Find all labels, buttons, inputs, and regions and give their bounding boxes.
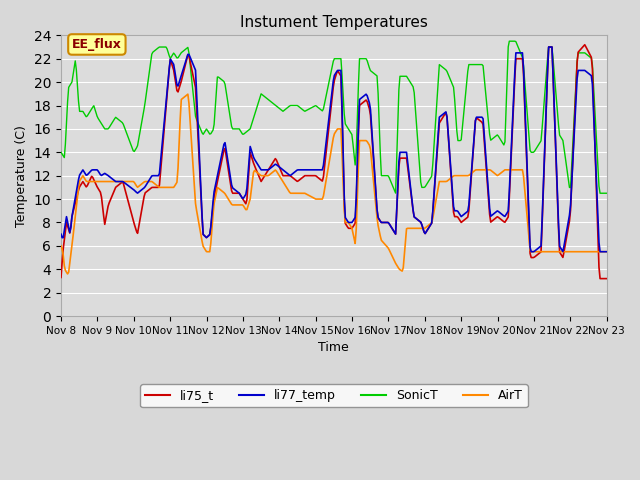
Title: Instument Temperatures: Instument Temperatures <box>240 15 428 30</box>
X-axis label: Time: Time <box>319 341 349 354</box>
Text: EE_flux: EE_flux <box>72 38 122 51</box>
Y-axis label: Temperature (C): Temperature (C) <box>15 125 28 227</box>
Legend: li75_t, li77_temp, SonicT, AirT: li75_t, li77_temp, SonicT, AirT <box>140 384 527 407</box>
